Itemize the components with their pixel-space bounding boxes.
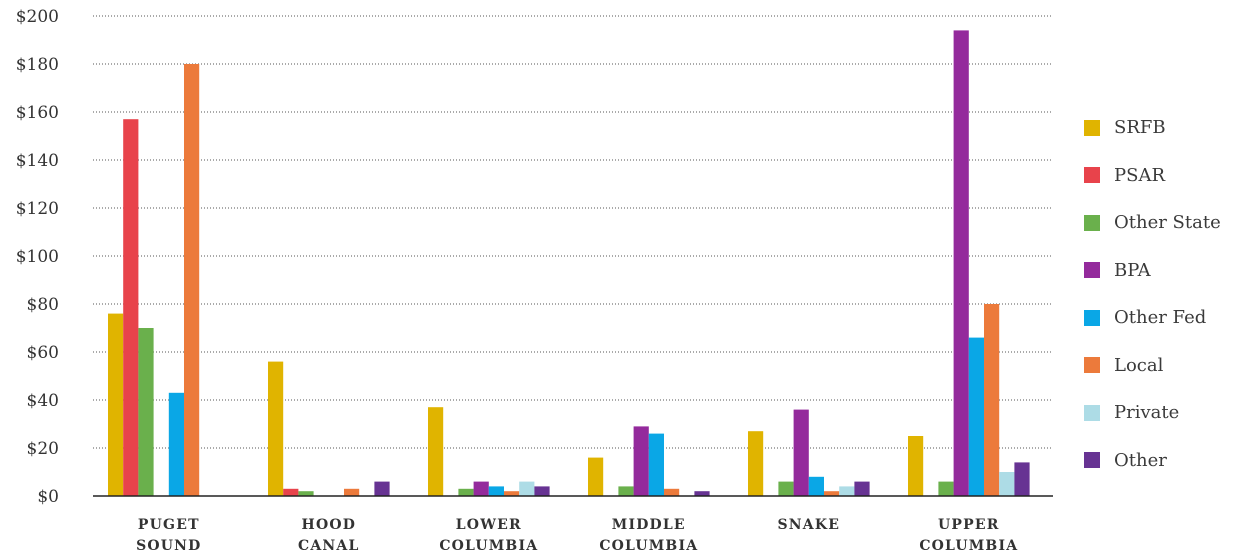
legend-label: Other Fed xyxy=(1114,307,1207,329)
bar: SRFB — HOOD CANAL: 56 xyxy=(268,361,284,496)
legend-swatch xyxy=(1084,404,1100,421)
bar: Other — SNAKE: 6 xyxy=(854,481,870,496)
legend-item: PSAR xyxy=(1084,152,1221,200)
x-tick-label: HOOD CANAL xyxy=(298,517,360,554)
bar: Private — SNAKE: 4 xyxy=(839,486,855,496)
bar: Local — HOOD CANAL: 3 xyxy=(344,488,360,496)
bar: Other State — PUGET SOUND: 70 xyxy=(138,328,154,496)
bar: Other — MIDDLE COLUMBIA: 2 xyxy=(694,491,710,496)
y-tick-label: $60 xyxy=(27,343,59,363)
bar: BPA — MIDDLE COLUMBIA: 29 xyxy=(633,426,649,496)
legend-item: Other xyxy=(1084,437,1221,485)
bar: Local — MIDDLE COLUMBIA: 3 xyxy=(664,488,680,496)
bar: Other Fed — UPPER COLUMBIA: 66 xyxy=(968,337,984,496)
bar: Local — PUGET SOUND: 180 xyxy=(184,64,200,496)
x-tick-label: MIDDLE COLUMBIA xyxy=(599,517,698,554)
bar: SRFB — MIDDLE COLUMBIA: 16 xyxy=(588,457,604,496)
bar: Local — SNAKE: 2 xyxy=(824,491,840,496)
bar: Other State — MIDDLE COLUMBIA: 4 xyxy=(618,486,634,496)
x-tick-label: UPPER COLUMBIA xyxy=(919,517,1018,554)
x-tick-label: SNAKE xyxy=(777,517,840,533)
y-tick-label: $20 xyxy=(27,439,59,459)
bar: PSAR — PUGET SOUND: 157 xyxy=(123,119,139,496)
bar: BPA — UPPER COLUMBIA: 194 xyxy=(953,30,969,497)
legend-item: BPA xyxy=(1084,247,1221,295)
bar: Other State — UPPER COLUMBIA: 6 xyxy=(938,481,954,496)
legend-label: SRFB xyxy=(1114,117,1166,139)
bar: Local — LOWER COLUMBIA: 2 xyxy=(504,491,520,496)
bar: Other Fed — SNAKE: 8 xyxy=(808,476,824,496)
legend-swatch xyxy=(1084,452,1100,469)
x-tick-label: LOWER COLUMBIA xyxy=(439,517,538,554)
bar: BPA — SNAKE: 36 xyxy=(793,409,809,496)
y-tick-label: $0 xyxy=(37,487,59,507)
legend-item: Private xyxy=(1084,389,1221,437)
y-tick-label: $80 xyxy=(27,295,59,315)
legend-swatch xyxy=(1084,262,1100,279)
legend-item: Other State xyxy=(1084,199,1221,247)
legend-label: Other State xyxy=(1114,212,1221,234)
legend: SRFB PSAR Other State BPA Other Fed Local Priv… xyxy=(1084,104,1221,484)
bar: BPA — LOWER COLUMBIA: 6 xyxy=(473,481,489,496)
legend-swatch xyxy=(1084,119,1100,136)
y-tick-label: $40 xyxy=(27,391,59,411)
bar: Other Fed — LOWER COLUMBIA: 4 xyxy=(488,486,504,496)
y-tick-label: $100 xyxy=(16,247,59,267)
y-tick-label: $120 xyxy=(16,199,59,219)
legend-swatch xyxy=(1084,214,1100,231)
bar: Other State — SNAKE: 6 xyxy=(778,481,794,496)
legend-label: Private xyxy=(1114,402,1180,424)
bar: Private — LOWER COLUMBIA: 6 xyxy=(519,481,535,496)
legend-label: Local xyxy=(1114,354,1164,376)
bar: Local — UPPER COLUMBIA: 80 xyxy=(984,304,1000,496)
y-tick-label: $180 xyxy=(16,55,59,75)
legend-label: PSAR xyxy=(1114,164,1165,186)
legend-item: Other Fed xyxy=(1084,294,1221,342)
legend-item: Local xyxy=(1084,342,1221,390)
legend-label: Other xyxy=(1114,449,1167,471)
legend-swatch xyxy=(1084,167,1100,184)
bar: Other — LOWER COLUMBIA: 4 xyxy=(534,486,550,496)
y-tick-label: $160 xyxy=(16,103,59,123)
bar: Other State — LOWER COLUMBIA: 3 xyxy=(458,488,474,496)
legend-label: BPA xyxy=(1114,259,1151,281)
bar: Private — UPPER COLUMBIA: 10 xyxy=(999,472,1015,496)
bar: SRFB — PUGET SOUND: 76 xyxy=(108,313,124,496)
x-tick-label: PUGET SOUND xyxy=(136,517,201,554)
legend-swatch xyxy=(1084,357,1100,374)
bar: Other — UPPER COLUMBIA: 14 xyxy=(1014,462,1030,496)
bar: SRFB — UPPER COLUMBIA: 25 xyxy=(908,436,924,496)
bar: SRFB — SNAKE: 27 xyxy=(748,431,764,496)
legend-item: SRFB xyxy=(1084,104,1221,152)
bar: PSAR — HOOD CANAL: 3 xyxy=(283,488,299,496)
bar: SRFB — LOWER COLUMBIA: 37 xyxy=(428,407,444,496)
legend-swatch xyxy=(1084,309,1100,326)
bar: Other — HOOD CANAL: 6 xyxy=(374,481,390,496)
bar: Other Fed — PUGET SOUND: 43 xyxy=(168,392,184,496)
bar: Other Fed — MIDDLE COLUMBIA: 26 xyxy=(648,433,664,496)
y-tick-label: $140 xyxy=(16,151,59,171)
bar: Other State — HOOD CANAL: 2 xyxy=(298,491,314,496)
y-tick-label: $200 xyxy=(16,7,59,27)
